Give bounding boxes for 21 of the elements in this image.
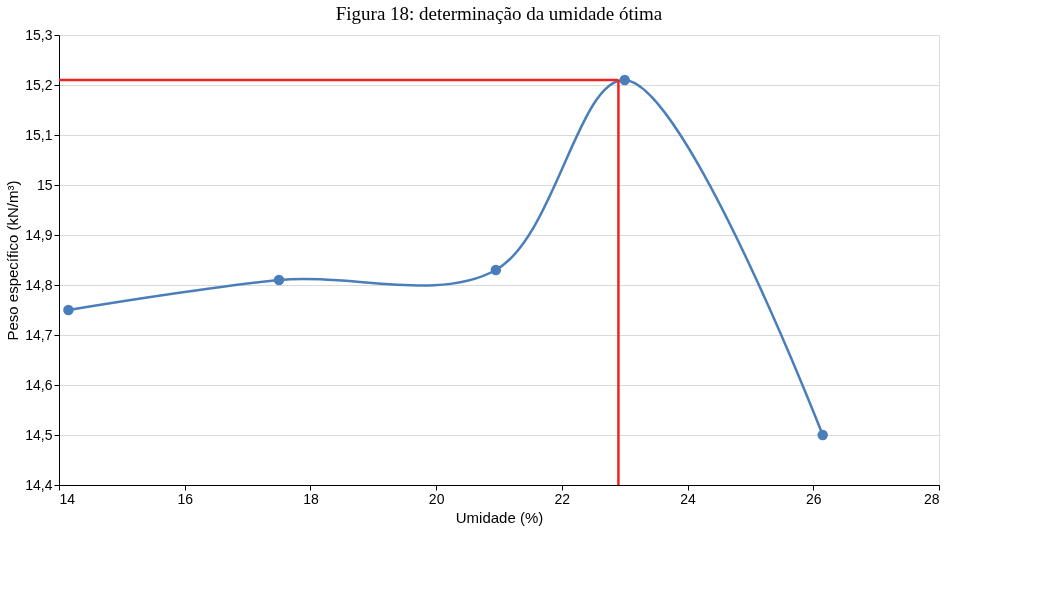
y-axis-title: Peso específico (kN/m³) (4, 180, 22, 341)
x-tick-label: 16 (177, 490, 194, 507)
y-tick-label: 14,6 (25, 376, 53, 393)
y-tick-label: 15 (36, 176, 53, 193)
x-tick-label: 24 (680, 490, 697, 507)
y-tick-label: 14,9 (25, 226, 53, 243)
chart-title: Figura 18: determinação da umidade ótima (335, 3, 663, 24)
x-axis-title: Umidade (%) (455, 508, 544, 526)
y-tick-label: 15,1 (25, 126, 53, 143)
x-tick-label: 22 (554, 490, 571, 507)
y-tick-label: 14,8 (25, 276, 53, 293)
x-tick-label: 28 (923, 490, 940, 507)
y-tick-label: 14,4 (25, 476, 53, 493)
y-tick-label: 14,7 (25, 326, 53, 343)
x-tick-label: 26 (806, 490, 822, 507)
y-tick-label: 15,2 (25, 76, 53, 93)
y-tick-label: 15,3 (25, 26, 53, 43)
x-tick-label: 20 (428, 490, 445, 507)
x-tick-label: 14 (59, 490, 76, 507)
y-tick-label: 14,5 (25, 426, 53, 443)
x-tick-label: 18 (303, 490, 319, 507)
